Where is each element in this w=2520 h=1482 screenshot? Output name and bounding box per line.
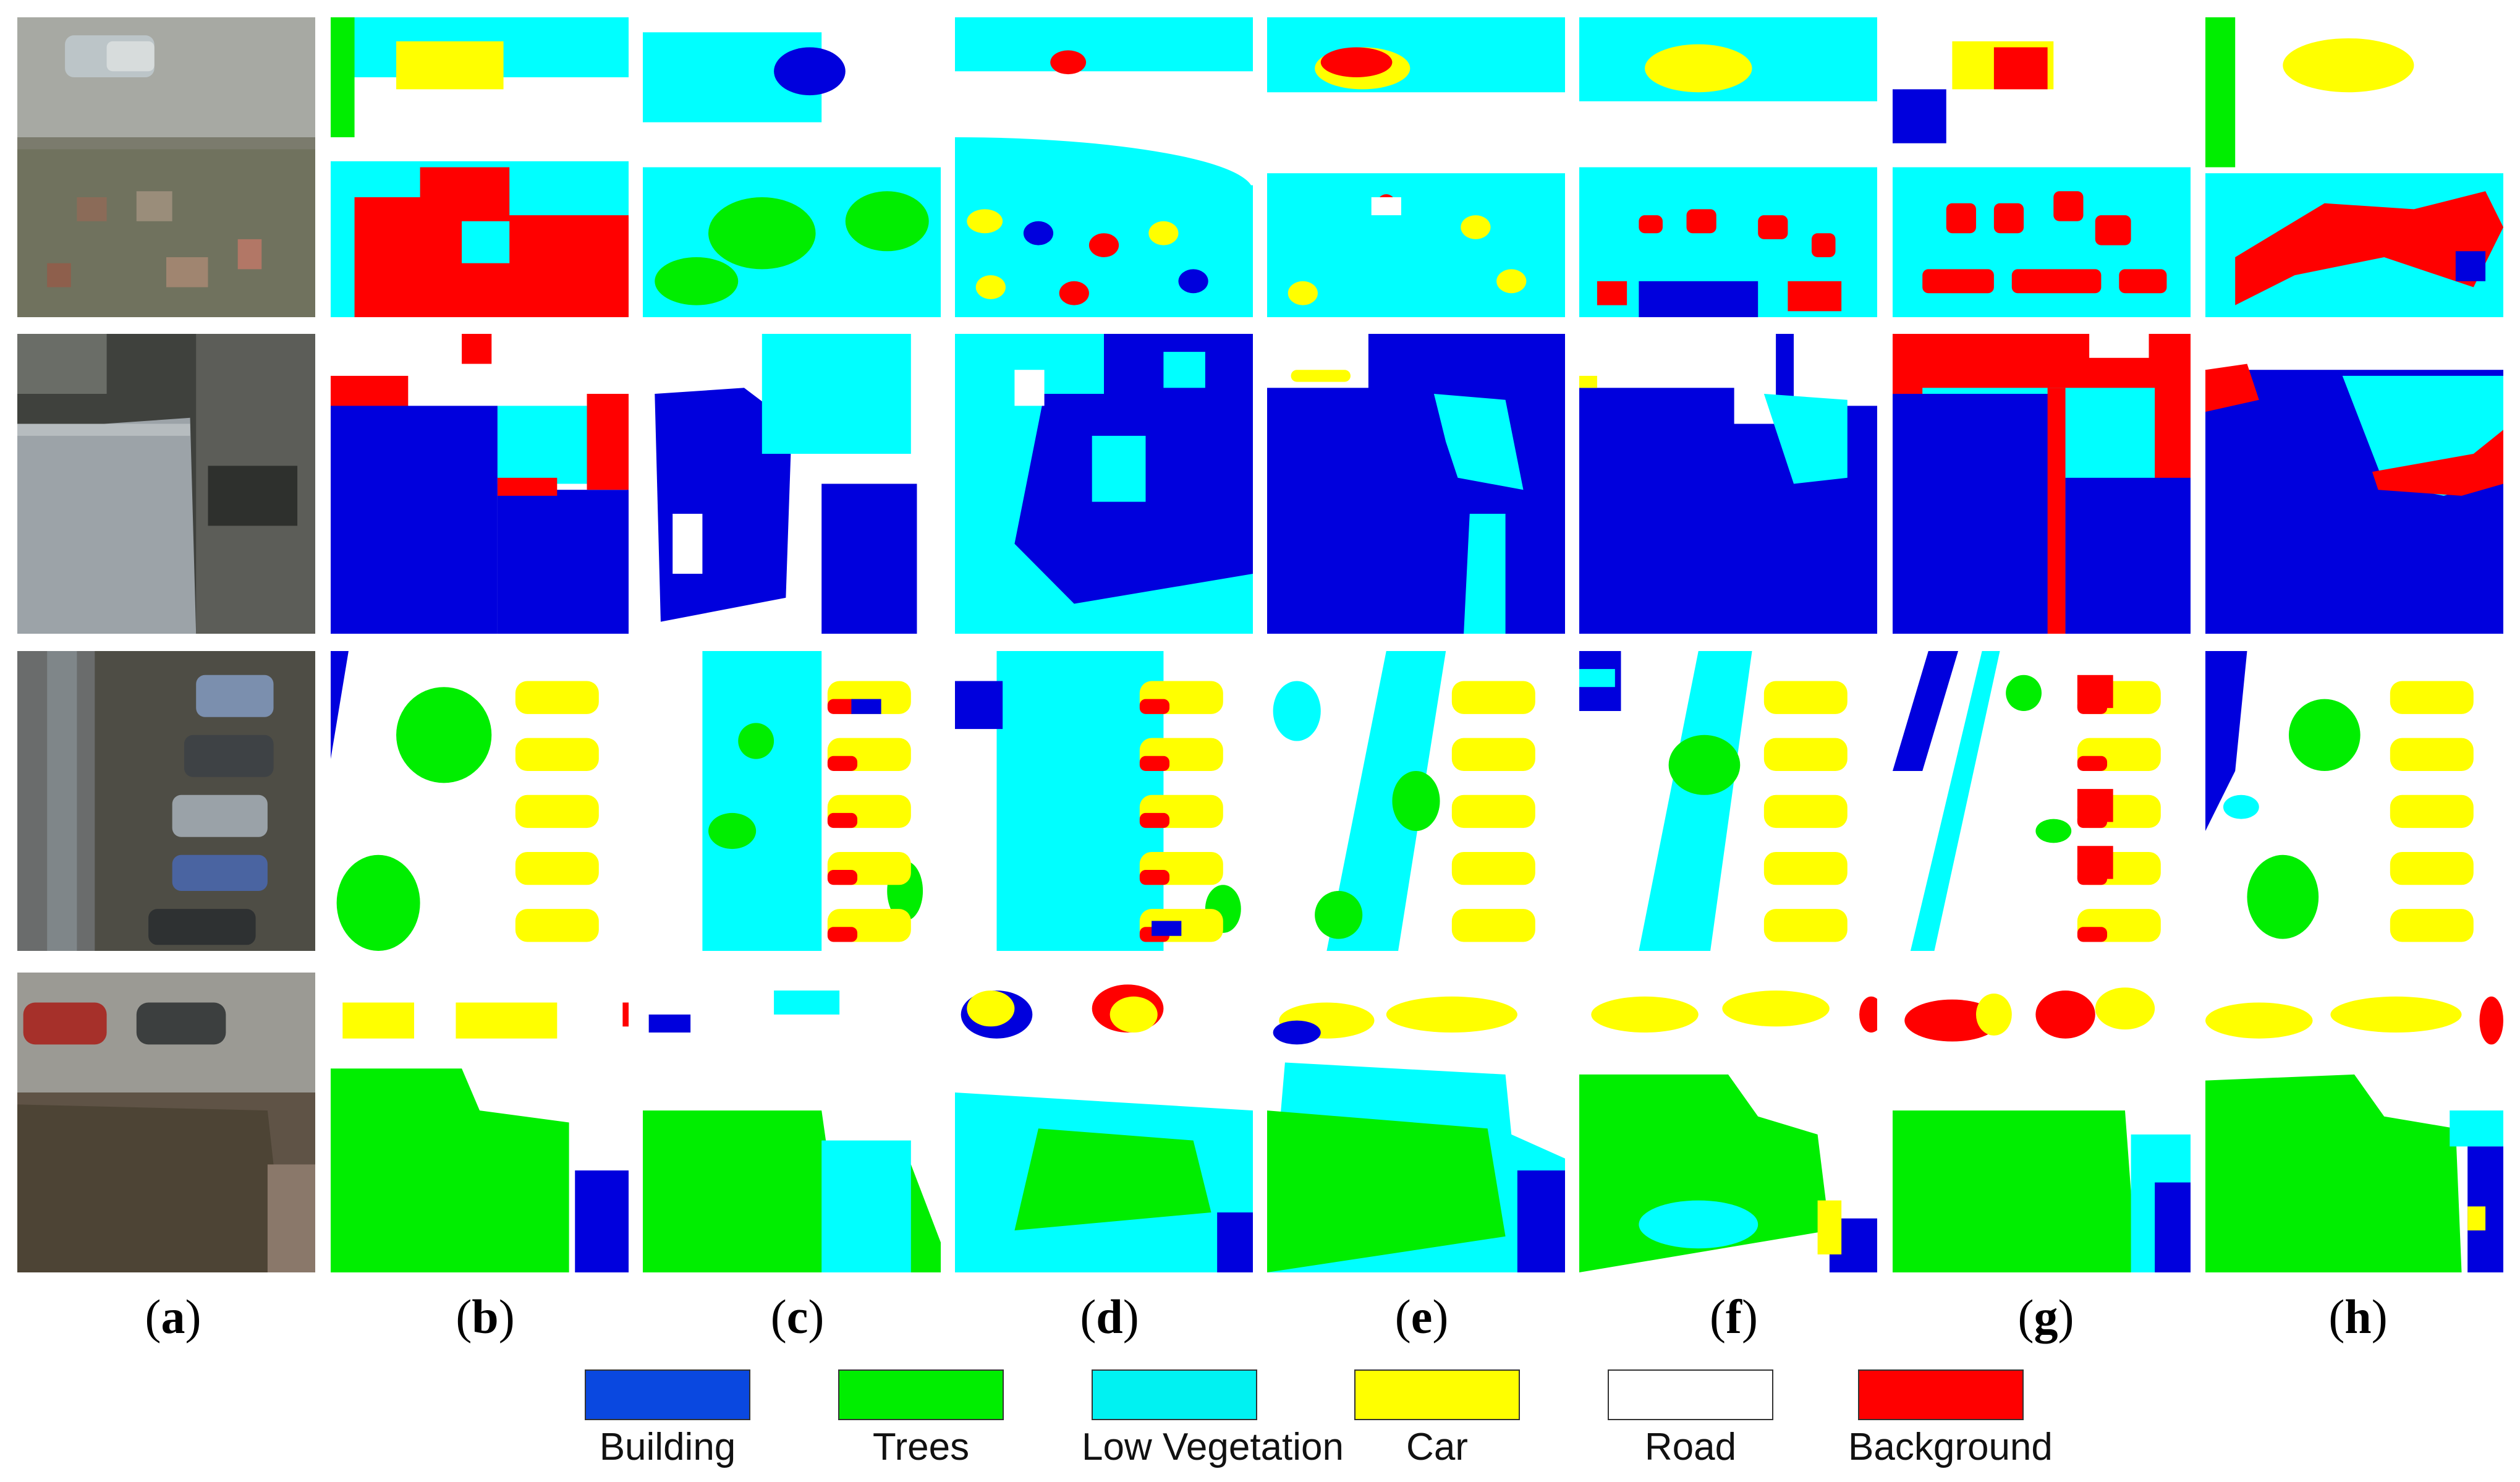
segmentation-map-row4-col-e xyxy=(1267,973,1565,1272)
legend-swatch-road xyxy=(1608,1369,1773,1420)
legend-swatch-background xyxy=(1858,1369,2024,1420)
column-label-a: (a) xyxy=(145,1290,202,1344)
segmentation-map-row4-col-g xyxy=(1893,973,2191,1272)
segmentation-map-row1-col-h xyxy=(2205,17,2503,317)
segmentation-comparison-grid xyxy=(17,17,2503,1272)
aerial-photo-parked-cars xyxy=(17,651,315,951)
column-label-g: (g) xyxy=(2017,1290,2074,1344)
segmentation-map-row2-col-c xyxy=(643,334,941,634)
segmentation-map-row4-col-b xyxy=(331,973,629,1272)
segmentation-map-row3-col-e xyxy=(1267,651,1565,951)
segmentation-map-row3-col-b xyxy=(331,651,629,951)
legend-item-background: Background xyxy=(1848,1369,2053,1469)
column-label-d: (d) xyxy=(1080,1290,1139,1344)
aerial-photo-red-cars-and-tree xyxy=(17,973,315,1272)
legend-item-car: Car xyxy=(1344,1369,1530,1469)
column-label-h: (h) xyxy=(2328,1290,2388,1344)
segmentation-map-row4-col-f xyxy=(1579,973,1877,1272)
legend-label-trees: Trees xyxy=(872,1426,970,1468)
column-label-c: (c) xyxy=(770,1290,825,1344)
segmentation-map-row4-col-c xyxy=(643,973,941,1272)
segmentation-map-row2-col-b xyxy=(331,334,629,634)
segmentation-map-row1-col-g xyxy=(1893,17,2191,317)
legend-swatch-building xyxy=(585,1369,750,1420)
segmentation-map-row3-col-h xyxy=(2205,651,2503,951)
segmentation-map-row4-col-d xyxy=(955,973,1253,1272)
legend: Building Trees Low Vegetation Car Road B… xyxy=(0,1369,2520,1481)
legend-label-background: Background xyxy=(1848,1426,2053,1468)
legend-item-trees: Trees xyxy=(828,1369,1014,1469)
legend-label-building: Building xyxy=(599,1426,736,1468)
segmentation-map-row2-col-h xyxy=(2205,334,2503,634)
segmentation-map-row3-col-c xyxy=(643,651,941,951)
segmentation-map-row1-col-c xyxy=(643,17,941,317)
legend-swatch-trees xyxy=(838,1369,1004,1420)
segmentation-map-row1-col-f xyxy=(1579,17,1877,317)
segmentation-map-row1-col-b xyxy=(331,17,629,317)
segmentation-map-row2-col-d xyxy=(955,334,1253,634)
legend-swatch-low-vegetation xyxy=(1092,1369,1257,1420)
column-label-f: (f) xyxy=(1710,1290,1758,1344)
segmentation-map-row3-col-f xyxy=(1579,651,1877,951)
segmentation-map-row4-col-h xyxy=(2205,973,2503,1272)
legend-item-road: Road xyxy=(1598,1369,1783,1469)
legend-swatch-car xyxy=(1354,1369,1520,1420)
segmentation-map-row1-col-d xyxy=(955,17,1253,317)
aerial-photo-rooftop xyxy=(17,334,315,634)
segmentation-map-row2-col-e xyxy=(1267,334,1565,634)
legend-item-low-vegetation: Low Vegetation xyxy=(1082,1369,1344,1469)
segmentation-map-row3-col-d xyxy=(955,651,1253,951)
legend-label-low-vegetation: Low Vegetation xyxy=(1082,1426,1344,1468)
aerial-photo-street-with-van-and-garden xyxy=(17,17,315,317)
column-label-b: (b) xyxy=(456,1290,515,1344)
legend-item-building: Building xyxy=(575,1369,760,1469)
legend-label-car: Car xyxy=(1406,1426,1468,1468)
column-label-e: (e) xyxy=(1394,1290,1449,1344)
segmentation-map-row2-col-f xyxy=(1579,334,1877,634)
segmentation-map-row3-col-g xyxy=(1893,651,2191,951)
segmentation-map-row2-col-g xyxy=(1893,334,2191,634)
legend-label-road: Road xyxy=(1644,1426,1737,1468)
segmentation-map-row1-col-e xyxy=(1267,17,1565,317)
